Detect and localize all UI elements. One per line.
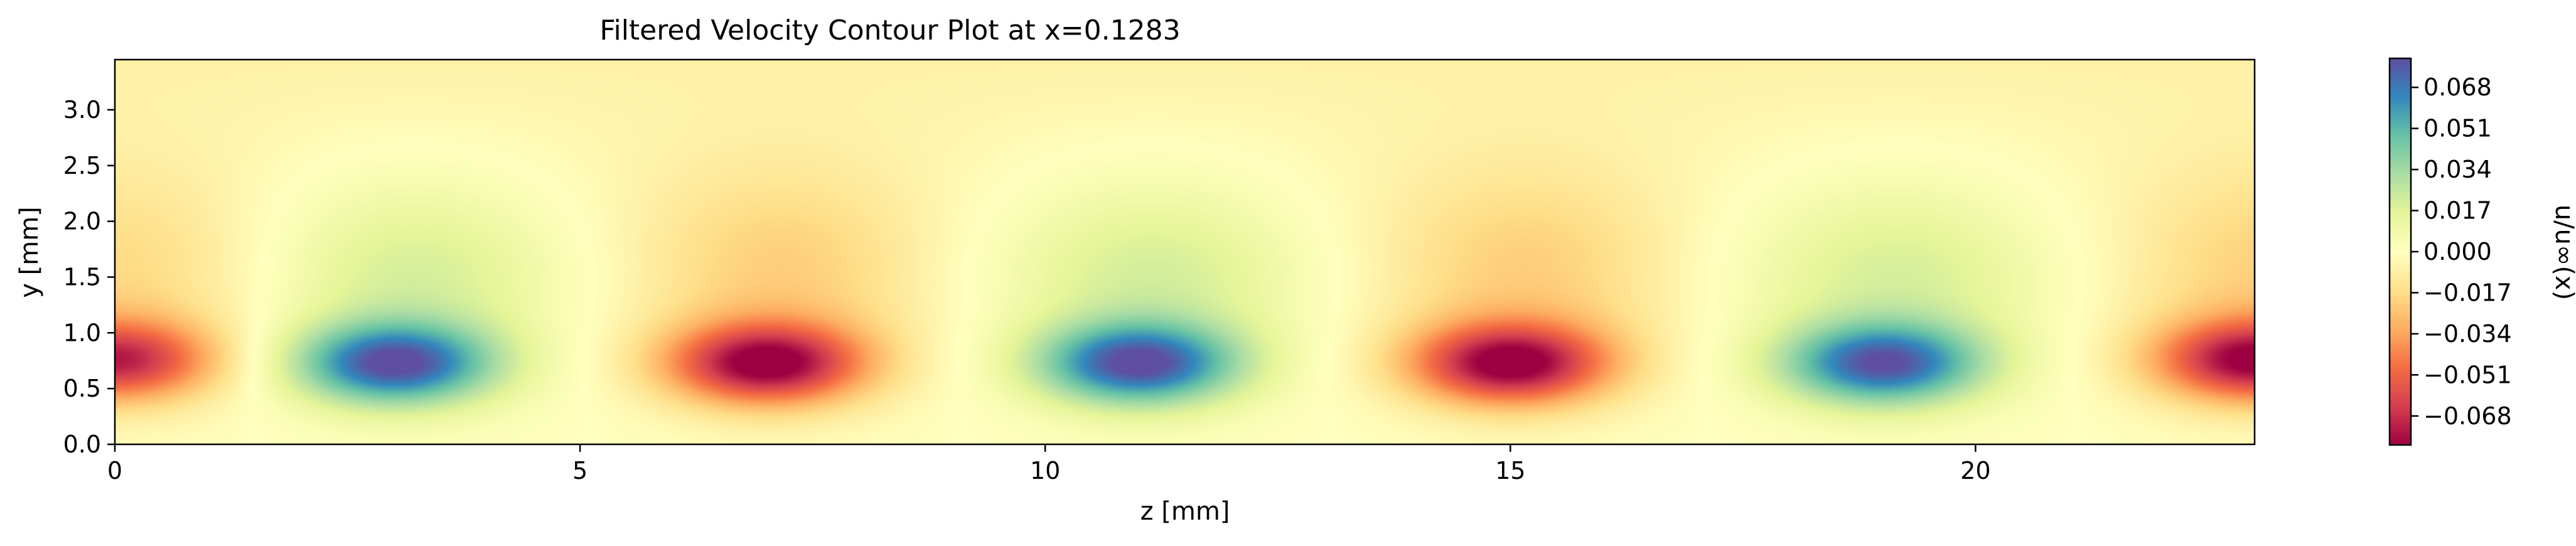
x-tick-label: 15	[1495, 457, 1525, 484]
y-axis-label: y [mm]	[15, 206, 44, 298]
y-axis-ticks: 0.0 0.5 1.0 1.5 2.0 2.5 3.0	[63, 96, 115, 458]
colorbar-ticks: 0.068 0.051 0.034 0.017 0.000 −0.017 −0.034 −0.…	[2411, 73, 2512, 430]
colorbar-tick-label: −0.068	[2423, 402, 2512, 430]
x-axis-label: z [mm]	[1140, 497, 1230, 526]
x-tick-label: 10	[1030, 457, 1060, 484]
x-tick-label: 5	[572, 457, 588, 484]
y-tick-label: 3.0	[63, 96, 101, 124]
y-tick-label: 1.5	[63, 263, 101, 291]
y-tick-label: 1.0	[63, 319, 101, 346]
colorbar-tick-label: 0.034	[2423, 156, 2492, 183]
colorbar-gradient	[2388, 57, 2412, 446]
plot-frame	[114, 58, 2256, 446]
colorbar-tick-label: 0.017	[2423, 197, 2492, 225]
x-tick-label: 0	[107, 457, 122, 484]
colorbar: 0.068 0.051 0.034 0.017 0.000 −0.017 −0.034 −0.…	[2388, 57, 2576, 446]
y-tick-label: 0.0	[63, 431, 101, 458]
colorbar-tick-label: 0.051	[2423, 115, 2492, 142]
colorbar-tick-label: −0.034	[2423, 320, 2512, 348]
y-tick-label: 0.5	[63, 375, 101, 402]
chart-title: Filtered Velocity Contour Plot at x=0.12…	[599, 14, 1180, 46]
y-tick-label: 2.5	[63, 152, 101, 179]
plot-area	[114, 58, 2256, 446]
colorbar-tick-label: −0.017	[2423, 279, 2512, 306]
x-axis-ticks: 0 5 10 15 20	[107, 444, 1991, 484]
y-tick-label: 2.0	[63, 208, 101, 235]
colorbar-tick-label: 0.000	[2423, 238, 2492, 265]
heatmap-canvas	[115, 60, 2255, 444]
colorbar-label: u/u∞(x)	[2550, 205, 2576, 300]
x-tick-label: 20	[1960, 457, 1990, 484]
colorbar-tick-label: 0.068	[2423, 73, 2492, 101]
colorbar-tick-label: −0.051	[2423, 361, 2512, 388]
